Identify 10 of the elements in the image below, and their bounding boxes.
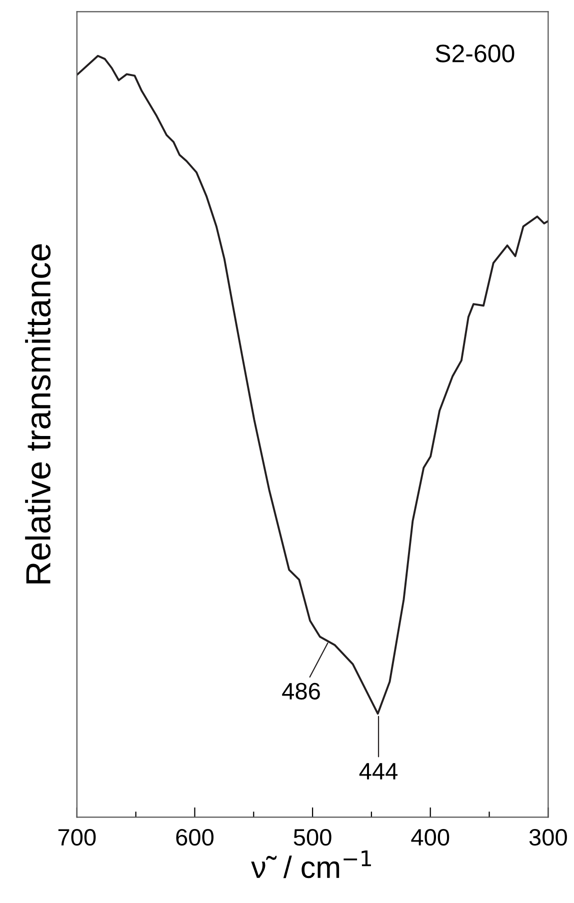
x-tick-label: 300 bbox=[529, 828, 567, 846]
x-tick-label: 600 bbox=[176, 828, 214, 846]
annotation: S2-600 bbox=[436, 44, 514, 62]
annotation: 486 bbox=[282, 682, 320, 700]
x-tick-label: 500 bbox=[294, 828, 332, 846]
y-axis-title: Relative transmittance bbox=[25, 244, 51, 584]
x-axis-title: ν̃ / cm$^{−1}$ bbox=[251, 850, 371, 878]
x-tick-label: 700 bbox=[58, 828, 96, 846]
annotation: 444 bbox=[359, 763, 398, 780]
x-tick-label: 400 bbox=[411, 828, 450, 846]
